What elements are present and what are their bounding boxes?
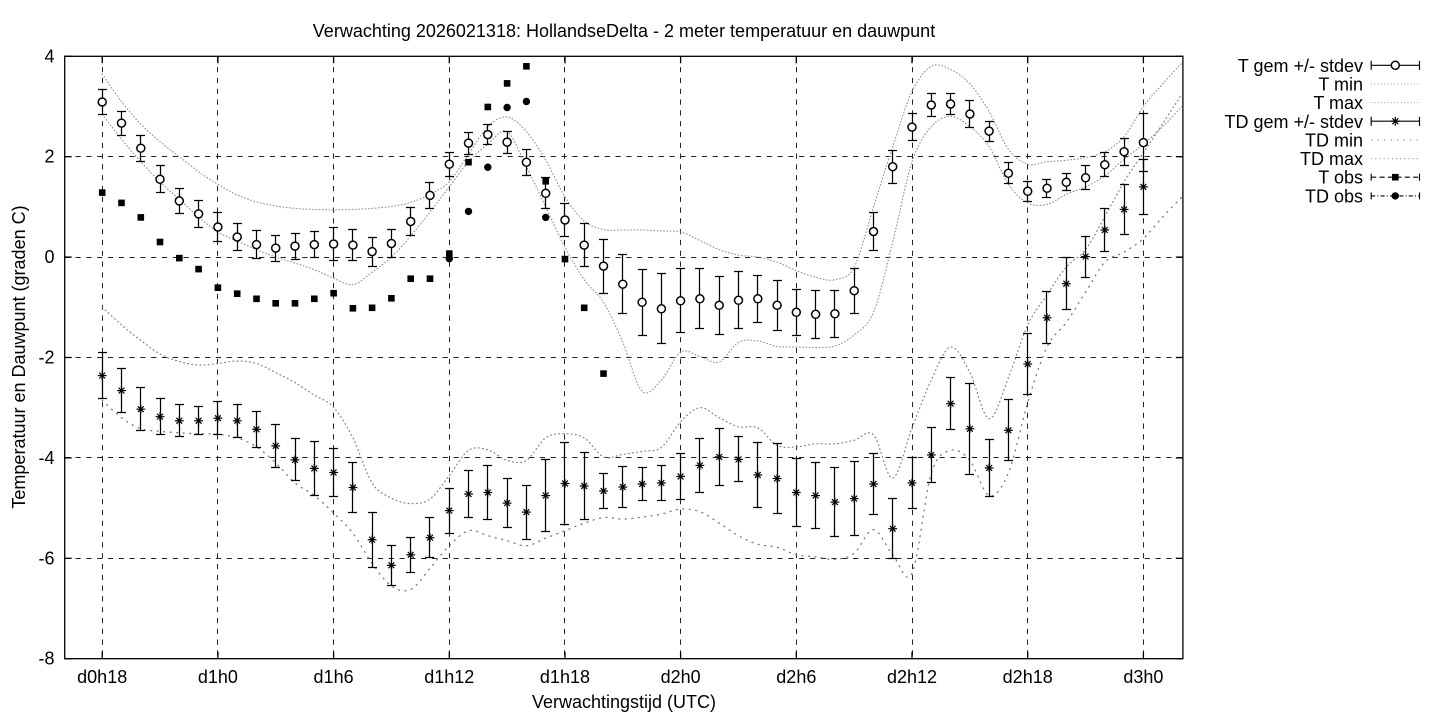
svg-text:T obs: T obs bbox=[1318, 168, 1363, 188]
svg-text:d2h6: d2h6 bbox=[776, 667, 816, 687]
svg-text:Temperatuur en Dauwpunt (grade: Temperatuur en Dauwpunt (graden C) bbox=[9, 205, 29, 508]
svg-text:T gem +/- stdev: T gem +/- stdev bbox=[1238, 56, 1363, 76]
svg-text:2: 2 bbox=[44, 147, 54, 167]
svg-text:d2h18: d2h18 bbox=[1003, 667, 1053, 687]
svg-text:TD gem +/- stdev: TD gem +/- stdev bbox=[1224, 112, 1363, 132]
svg-text:TD max: TD max bbox=[1300, 149, 1363, 169]
svg-text:d0h18: d0h18 bbox=[77, 667, 127, 687]
svg-text:-2: -2 bbox=[38, 348, 54, 368]
svg-text:d2h0: d2h0 bbox=[661, 667, 701, 687]
svg-text:Verwachtingstijd (UTC): Verwachtingstijd (UTC) bbox=[532, 692, 716, 712]
svg-text:d3h0: d3h0 bbox=[1123, 667, 1163, 687]
svg-text:d1h6: d1h6 bbox=[314, 667, 354, 687]
svg-text:TD obs: TD obs bbox=[1305, 186, 1363, 206]
svg-text:T min: T min bbox=[1318, 74, 1363, 94]
svg-text:4: 4 bbox=[44, 46, 54, 66]
svg-text:-4: -4 bbox=[38, 448, 54, 468]
svg-text:d1h12: d1h12 bbox=[424, 667, 474, 687]
svg-text:TD min: TD min bbox=[1305, 130, 1363, 150]
svg-text:Verwachting 2026021318: Hollan: Verwachting 2026021318: HollandseDelta -… bbox=[313, 21, 935, 41]
svg-text:0: 0 bbox=[44, 247, 54, 267]
svg-text:d2h12: d2h12 bbox=[887, 667, 937, 687]
svg-text:d1h0: d1h0 bbox=[198, 667, 238, 687]
svg-text:T max: T max bbox=[1313, 93, 1363, 113]
svg-text:-6: -6 bbox=[38, 548, 54, 568]
svg-text:-8: -8 bbox=[38, 649, 54, 669]
svg-text:d1h18: d1h18 bbox=[540, 667, 590, 687]
